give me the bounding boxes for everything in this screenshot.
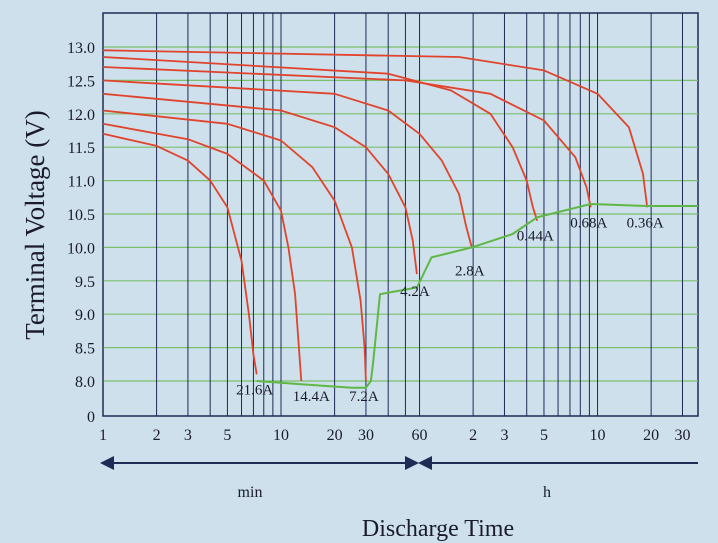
discharge-curves bbox=[102, 49, 698, 389]
x-tick-labels: 1 2 3 5 10 20 30 60 2 3 5 10 20 30 bbox=[99, 427, 690, 444]
x-tick-label: 3 bbox=[500, 427, 508, 444]
y-tick-label: 9.0 bbox=[75, 307, 95, 324]
y-tick-label: 12.5 bbox=[67, 73, 95, 90]
grid bbox=[102, 13, 698, 416]
x-tick-label: 3 bbox=[184, 427, 192, 444]
x-axis-title: Discharge Time bbox=[362, 516, 514, 542]
series-line-14.4A bbox=[102, 122, 303, 382]
series-line-0.68A bbox=[102, 66, 592, 208]
x-tick-label: 30 bbox=[674, 427, 690, 444]
y-tick-label: 8.0 bbox=[75, 374, 95, 391]
y-axis-title: Terminal Voltage (V) bbox=[20, 110, 50, 340]
minutes-range-arrow bbox=[100, 456, 419, 470]
x-tick-label: 20 bbox=[327, 427, 343, 444]
y-tick-label: 12.0 bbox=[67, 107, 95, 124]
series-label-0.44A: 0.44A bbox=[517, 229, 554, 245]
y-tick-label: 11.0 bbox=[68, 174, 95, 191]
x-tick-label: 10 bbox=[273, 427, 289, 444]
x-tick-label: 5 bbox=[223, 427, 231, 444]
y-tick-label: 10.5 bbox=[67, 207, 95, 224]
series-label-4.2A: 4.2A bbox=[400, 284, 430, 300]
x-tick-label: 60 bbox=[412, 427, 428, 444]
series-label-0.68A: 0.68A bbox=[570, 215, 607, 231]
x-tick-label: 2 bbox=[153, 427, 161, 444]
series-labels: 21.6A 14.4A 7.2A 4.2A 2.8A 0.44A 0.68A 0.36A bbox=[236, 215, 664, 405]
cutoff-voltage-line bbox=[256, 203, 698, 389]
x-tick-label: 2 bbox=[469, 427, 477, 444]
y-tick-label: 11.5 bbox=[68, 140, 95, 157]
series-label-21.6A: 21.6A bbox=[236, 382, 273, 398]
series-line-0.36A bbox=[102, 49, 649, 208]
y-tick-label: 0 bbox=[87, 409, 95, 426]
minutes-unit-label: min bbox=[238, 484, 263, 501]
series-line-0.44A bbox=[102, 56, 539, 221]
y-tick-labels: 13.0 12.5 12.0 11.5 11.0 10.5 10.0 9.5 9.0 8.5 8.0… bbox=[67, 40, 95, 426]
series-line-4.2A bbox=[102, 92, 418, 275]
x-tick-label: 10 bbox=[590, 427, 606, 444]
series-line-2.8A bbox=[102, 79, 473, 248]
series-label-0.36A: 0.36A bbox=[627, 215, 664, 231]
hours-range-arrow bbox=[418, 456, 698, 470]
x-tick-label: 5 bbox=[540, 427, 548, 444]
series-label-14.4A: 14.4A bbox=[293, 389, 330, 405]
y-tick-label: 9.5 bbox=[75, 274, 95, 291]
series-line-21.6A bbox=[102, 132, 258, 375]
x-tick-label: 30 bbox=[358, 427, 374, 444]
y-tick-label: 8.5 bbox=[75, 341, 95, 358]
hours-unit-label: h bbox=[543, 484, 551, 501]
series-line-7.2A bbox=[102, 109, 367, 382]
series-label-7.2A: 7.2A bbox=[349, 389, 379, 405]
x-tick-label: 1 bbox=[99, 427, 107, 444]
y-tick-label: 13.0 bbox=[67, 40, 95, 57]
y-tick-label: 10.0 bbox=[67, 240, 95, 257]
series-label-2.8A: 2.8A bbox=[455, 263, 485, 279]
x-tick-label: 20 bbox=[643, 427, 659, 444]
